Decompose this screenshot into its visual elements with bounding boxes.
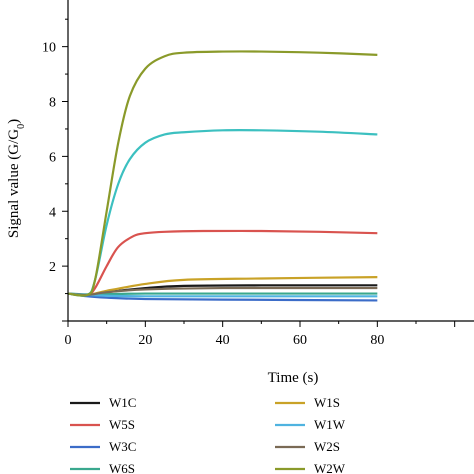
legend-label: W5S <box>109 417 135 432</box>
y-tick-label: 4 <box>49 205 56 220</box>
legend-label: W2S <box>314 439 340 454</box>
legend-label: W2W <box>314 461 346 474</box>
series-lines <box>67 50 378 302</box>
legend-label: W1S <box>314 395 340 410</box>
y-tick-label: 6 <box>49 150 56 165</box>
y-tick-label: 10 <box>42 41 56 56</box>
x-tick-label: 0 <box>65 333 72 348</box>
x-axis-label: Time (s) <box>268 370 319 386</box>
legend-label: W1C <box>109 395 136 410</box>
series-line-w3c-2 <box>67 292 378 302</box>
y-axis-label-main: Signal value (G/G <box>6 129 22 238</box>
y-axis-label-close: ) <box>6 119 22 124</box>
legend-label: W3C <box>109 439 136 454</box>
y-axis-label-subscript: 0 <box>16 124 27 129</box>
x-ticks: 0 20 40 60 80 <box>65 321 456 348</box>
series-line-w5s-1 <box>67 229 378 297</box>
series-line-w2w-8 <box>67 50 378 297</box>
legend-label: W1W <box>314 417 346 432</box>
legend: W1C W1S W5S W1W W3C W2S W6S W2W <box>70 395 346 474</box>
y-tick-label: 2 <box>49 260 56 275</box>
series-line-w1w-7 <box>67 129 378 297</box>
y-tick-label: 8 <box>49 96 56 111</box>
x-tick-label: 40 <box>216 333 230 348</box>
x-tick-label: 20 <box>138 333 152 348</box>
legend-label: W6S <box>109 461 135 474</box>
y-axis-label: Signal value (G/G0) <box>6 119 27 238</box>
y-ticks: 2 4 6 8 10 <box>42 18 68 322</box>
axes <box>67 0 474 322</box>
x-tick-label: 80 <box>370 333 384 348</box>
x-tick-label: 60 <box>293 333 307 348</box>
series-line-w6s-3 <box>67 292 378 296</box>
